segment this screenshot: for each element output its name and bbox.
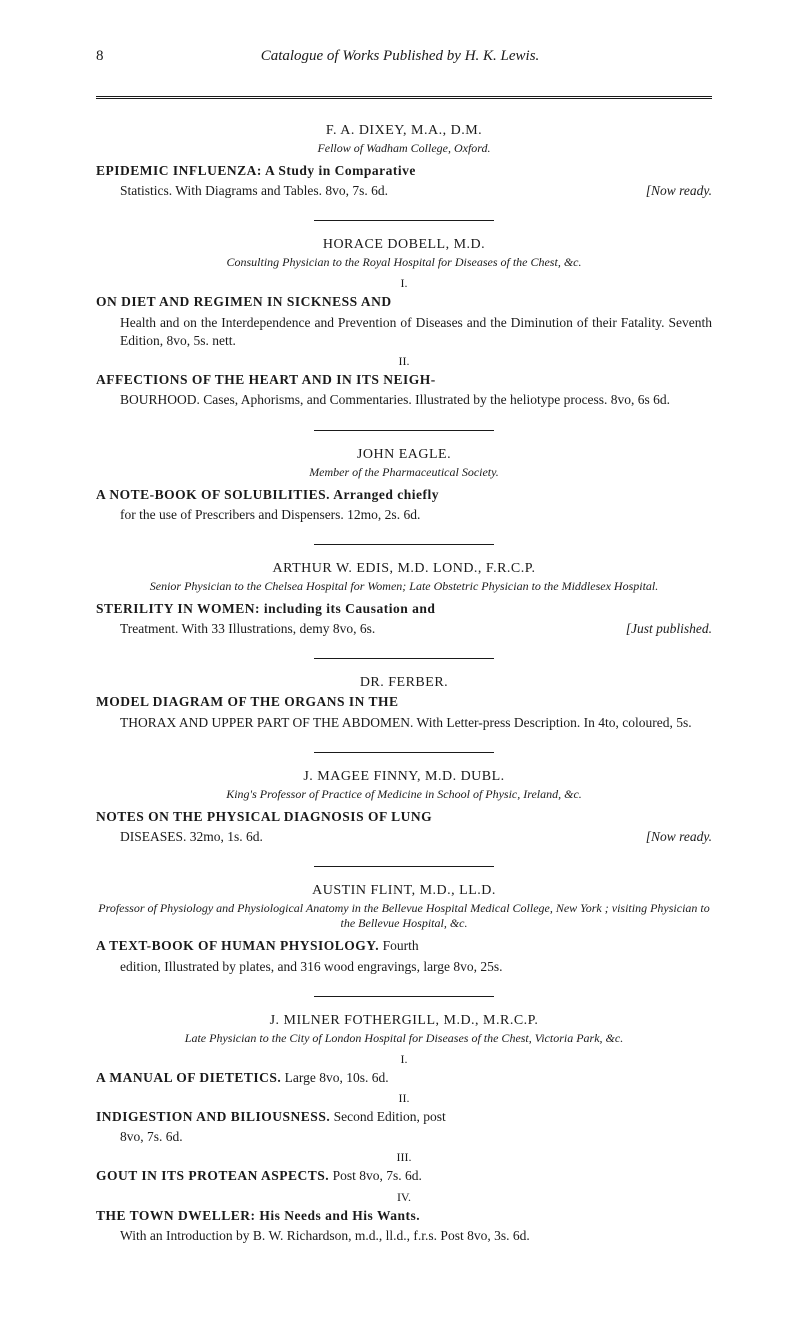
- entry-body: BOURHOOD. Cases, Aphorisms, and Commenta…: [96, 391, 712, 409]
- entry-title-tail: Post 8vo, 7s. 6d.: [329, 1168, 422, 1183]
- entry-body: Treatment. With 33 Illustrations, demy 8…: [96, 620, 712, 638]
- page-content: F. A. DIXEY, M.A., D.M. Fellow of Wadham …: [96, 96, 712, 1245]
- roman-numeral: III.: [96, 1150, 712, 1165]
- entry-body: Health and on the Interdependence and Pr…: [96, 314, 712, 350]
- roman-numeral: I.: [96, 276, 712, 291]
- entry-body: DISEASES. 32mo, 1s. 6d. [Now ready.: [96, 828, 712, 846]
- rule-separator: [314, 430, 494, 431]
- entry-title: GOUT IN ITS PROTEAN ASPECTS.: [96, 1168, 329, 1183]
- roman-numeral: I.: [96, 1052, 712, 1067]
- entry-title: THE TOWN DWELLER: His Needs and His Want…: [96, 1208, 420, 1223]
- roman-numeral: II.: [96, 1091, 712, 1106]
- author-line: J. MILNER FOTHERGILL, M.D., M.R.C.P.: [96, 1013, 712, 1029]
- entry-title-tail: Large 8vo, 10s. 6d.: [281, 1070, 388, 1085]
- rule-double: [96, 96, 712, 99]
- entry-title: STERILITY IN WOMEN: including its Causat…: [96, 601, 435, 616]
- entry-title-tail: Second Edition, post: [330, 1109, 446, 1124]
- catalogue-entry: A MANUAL OF DIETETICS. Large 8vo, 10s. 6…: [96, 1069, 712, 1087]
- entry-title: A NOTE-BOOK OF SOLUBILITIES. Arranged ch…: [96, 487, 439, 502]
- catalogue-entry: ON DIET AND REGIMEN IN SICKNESS AND: [96, 293, 712, 311]
- author-line: J. MAGEE FINNY, M.D. DUBL.: [96, 769, 712, 785]
- entry-title-tail: Fourth: [379, 938, 418, 953]
- entry-note: [Just published.: [626, 620, 712, 638]
- entry-title: A TEXT-BOOK OF HUMAN PHYSIOLOGY.: [96, 938, 379, 953]
- entry-body: With an Introduction by B. W. Richardson…: [96, 1227, 712, 1245]
- entry-title: A MANUAL OF DIETETICS.: [96, 1070, 281, 1085]
- rule-separator: [314, 658, 494, 659]
- author-line: ARTHUR W. EDIS, M.D. LOND., F.R.C.P.: [96, 561, 712, 577]
- author-subtitle: Late Physician to the City of London Hos…: [96, 1031, 712, 1046]
- entry-note: [Now ready.: [646, 828, 712, 846]
- entry-body: for the use of Prescribers and Dispenser…: [96, 506, 712, 524]
- entry-body: THORAX AND UPPER PART OF THE ABDOMEN. Wi…: [96, 714, 712, 732]
- catalogue-entry: A TEXT-BOOK OF HUMAN PHYSIOLOGY. Fourth: [96, 937, 712, 955]
- catalogue-entry: GOUT IN ITS PROTEAN ASPECTS. Post 8vo, 7…: [96, 1167, 712, 1185]
- catalogue-entry: A NOTE-BOOK OF SOLUBILITIES. Arranged ch…: [96, 486, 712, 504]
- author-line: JOHN EAGLE.: [96, 447, 712, 463]
- catalogue-entry: NOTES ON THE PHYSICAL DIAGNOSIS OF LUNG: [96, 808, 712, 826]
- entry-title: MODEL DIAGRAM OF THE ORGANS IN THE: [96, 694, 399, 709]
- author-subtitle: Professor of Physiology and Physiologica…: [96, 901, 712, 931]
- roman-numeral: II.: [96, 354, 712, 369]
- rule-separator: [314, 544, 494, 545]
- rule-separator: [314, 866, 494, 867]
- entry-title: EPIDEMIC INFLUENZA: A Study in Comparati…: [96, 163, 416, 178]
- entry-title: AFFECTIONS OF THE HEART AND IN ITS NEIGH…: [96, 372, 436, 387]
- author-subtitle: Member of the Pharmaceutical Society.: [96, 465, 712, 480]
- entry-title: NOTES ON THE PHYSICAL DIAGNOSIS OF LUNG: [96, 809, 432, 824]
- entry-body: edition, Illustrated by plates, and 316 …: [96, 958, 712, 976]
- entry-body: 8vo, 7s. 6d.: [96, 1128, 712, 1146]
- author-line: HORACE DOBELL, M.D.: [96, 237, 712, 253]
- rule-separator: [314, 752, 494, 753]
- roman-numeral: IV.: [96, 1190, 712, 1205]
- author-line: AUSTIN FLINT, M.D., LL.D.: [96, 883, 712, 899]
- author-subtitle: Consulting Physician to the Royal Hospit…: [96, 255, 712, 270]
- running-title: Catalogue of Works Published by H. K. Le…: [0, 48, 800, 65]
- catalogue-entry: THE TOWN DWELLER: His Needs and His Want…: [96, 1207, 712, 1225]
- catalogue-entry: AFFECTIONS OF THE HEART AND IN ITS NEIGH…: [96, 371, 712, 389]
- entry-title: INDIGESTION AND BILIOUSNESS.: [96, 1109, 330, 1124]
- catalogue-entry: INDIGESTION AND BILIOUSNESS. Second Edit…: [96, 1108, 712, 1126]
- author-subtitle: Fellow of Wadham College, Oxford.: [96, 141, 712, 156]
- catalogue-entry: MODEL DIAGRAM OF THE ORGANS IN THE: [96, 693, 712, 711]
- catalogue-entry: STERILITY IN WOMEN: including its Causat…: [96, 600, 712, 618]
- entry-title: ON DIET AND REGIMEN IN SICKNESS AND: [96, 294, 392, 309]
- rule-separator: [314, 220, 494, 221]
- entry-body: Statistics. With Diagrams and Tables. 8v…: [96, 182, 712, 200]
- author-subtitle: King's Professor of Practice of Medicine…: [96, 787, 712, 802]
- catalogue-entry: EPIDEMIC INFLUENZA: A Study in Comparati…: [96, 162, 712, 180]
- author-subtitle: Senior Physician to the Chelsea Hospital…: [96, 579, 712, 594]
- author-line: DR. FERBER.: [96, 675, 712, 691]
- author-line: F. A. DIXEY, M.A., D.M.: [96, 123, 712, 139]
- entry-note: [Now ready.: [646, 182, 712, 200]
- rule-separator: [314, 996, 494, 997]
